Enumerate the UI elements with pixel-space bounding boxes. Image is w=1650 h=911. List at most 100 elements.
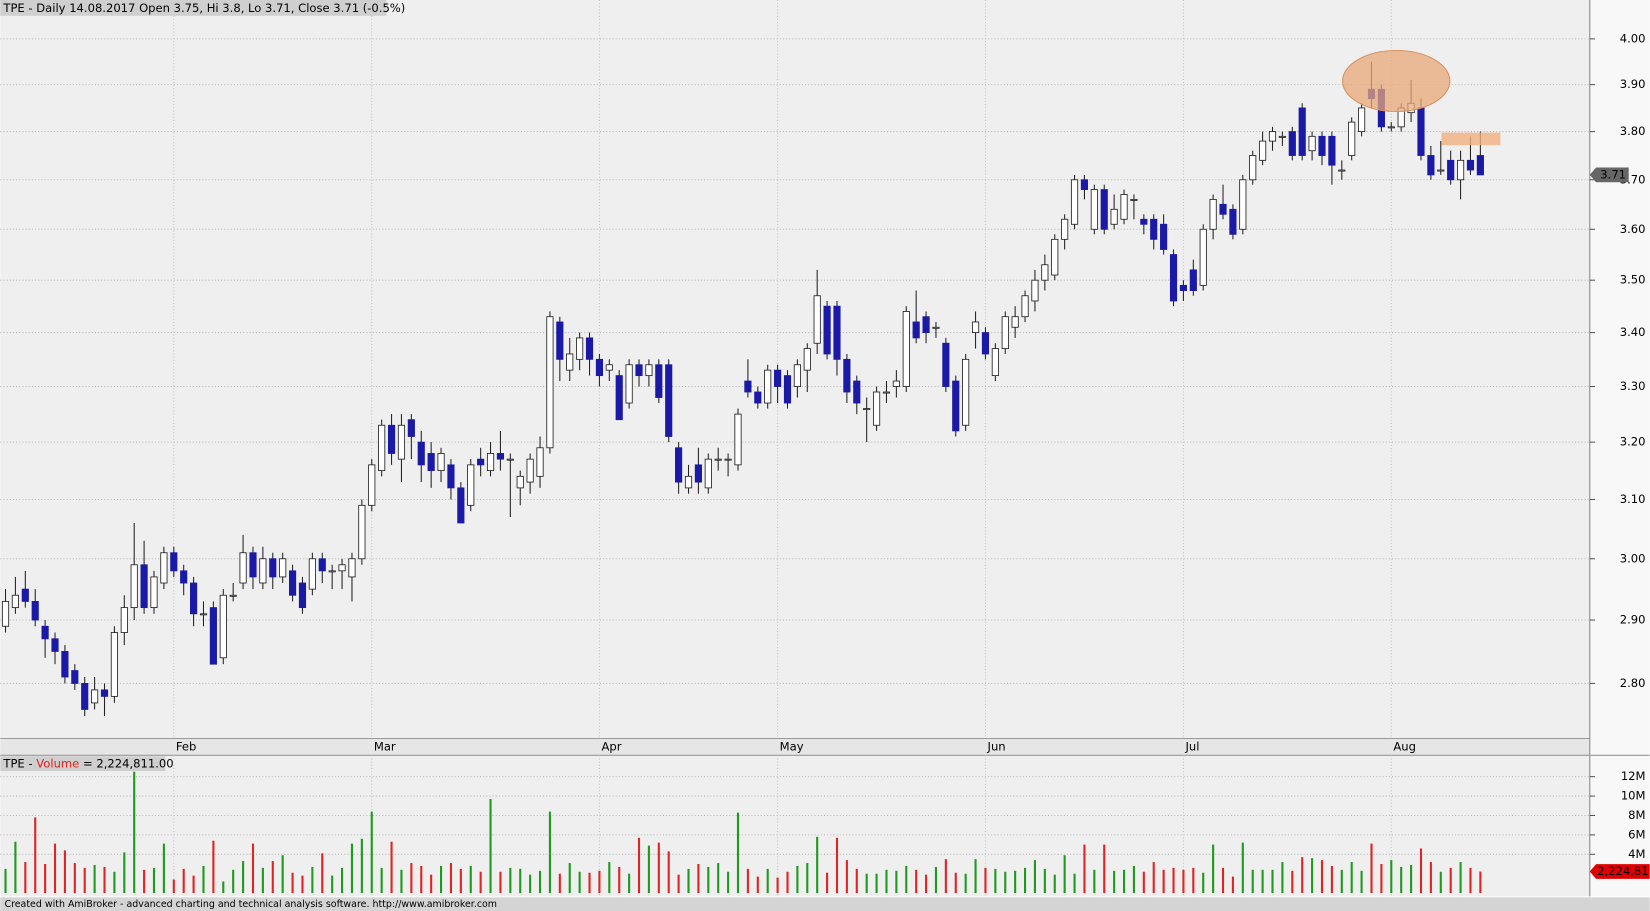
candle-body — [100, 689, 109, 697]
candle-body — [1358, 107, 1366, 132]
candle-body — [328, 570, 336, 573]
y-tick-label: 4.00 — [1620, 31, 1646, 45]
candle-body — [872, 391, 881, 426]
last-price-tag — [1589, 167, 1629, 183]
candle-body — [199, 613, 208, 616]
candle-body — [1100, 189, 1108, 230]
candle-body — [1021, 295, 1029, 318]
candle-body — [269, 558, 277, 578]
candle-body — [1120, 194, 1128, 220]
candle-body — [41, 625, 49, 640]
candle-body — [209, 607, 217, 665]
candle-body — [1090, 189, 1098, 230]
candle-body — [754, 391, 762, 404]
y-tick-label: 3.50 — [1620, 273, 1646, 287]
candle-body — [665, 364, 673, 437]
candle-body — [1298, 107, 1306, 156]
x-tick-label: Aug — [1393, 739, 1416, 753]
candle-body — [1130, 198, 1138, 201]
candle-body — [724, 458, 732, 461]
candle-body — [764, 369, 772, 404]
candle-body — [556, 321, 564, 360]
x-tick-label: Jul — [1185, 739, 1200, 753]
candle-body — [981, 332, 990, 355]
x-tick-label: Jun — [987, 739, 1006, 753]
candle-body — [1219, 203, 1227, 215]
candle-body — [774, 369, 782, 387]
volume-panel — [0, 755, 1590, 897]
y-tick-label: 10M — [1621, 789, 1646, 803]
candle-body — [1348, 121, 1356, 156]
candle-body — [427, 453, 435, 472]
candle-body — [971, 321, 980, 333]
volume-title: TPE - Volume = 2,224,811.00 — [2, 756, 173, 770]
candle-body — [170, 552, 178, 572]
candle-body — [1209, 198, 1217, 230]
candle-body — [615, 375, 623, 421]
candle-body — [1249, 155, 1257, 181]
candle-body — [962, 358, 970, 426]
candle-body — [31, 601, 39, 621]
candle-body — [1338, 169, 1346, 172]
candle-body — [853, 380, 861, 404]
symbol: TPE - — [2, 756, 32, 770]
candle-body — [407, 419, 415, 437]
candle-body — [1239, 179, 1247, 230]
candle-body — [120, 607, 128, 633]
candle-body — [1259, 140, 1267, 161]
candle-body — [833, 305, 841, 360]
y-tick-label: 3.20 — [1620, 435, 1646, 449]
x-tick-label: Apr — [602, 739, 622, 753]
y-tick-label: 3.90 — [1620, 77, 1646, 91]
candle-body — [1189, 269, 1197, 291]
candle-body — [1387, 126, 1395, 129]
chart-title: TPE - Daily 14.08.2017 Open 3.75, Hi 3.8… — [2, 1, 405, 15]
candle-body — [1318, 135, 1326, 156]
candle-body — [922, 316, 930, 333]
candle-body — [249, 552, 257, 578]
y-tick-label: 3.80 — [1620, 124, 1646, 138]
candle-body — [1150, 218, 1158, 240]
candle-body — [180, 570, 188, 584]
candle-body — [882, 391, 891, 394]
candle-body — [1456, 159, 1465, 181]
last-price-label: 3.71 — [1600, 167, 1626, 181]
candle-body — [150, 576, 158, 609]
highlight-ellipse — [1342, 49, 1451, 113]
y-tick-label: 3.60 — [1620, 222, 1646, 236]
candle-body — [516, 475, 524, 489]
candle-body — [783, 375, 792, 404]
volume-title-bg — [0, 756, 166, 772]
candle-body — [1288, 131, 1296, 156]
candle-body — [1169, 254, 1178, 302]
y-tick-label: 3.30 — [1620, 379, 1646, 393]
y-tick-label: 4M — [1628, 847, 1645, 861]
candle-body — [21, 588, 29, 602]
y-tick-label: 8M — [1628, 808, 1645, 822]
candle-body — [348, 558, 356, 578]
candle-body — [229, 594, 237, 597]
candle-body — [51, 638, 59, 652]
y-tick-label: 2.80 — [1620, 676, 1646, 690]
y-tick-label: 6M — [1628, 827, 1645, 841]
candle-body — [813, 295, 821, 344]
candle-body — [437, 453, 445, 472]
candle-body — [952, 380, 960, 432]
candle-body — [635, 364, 643, 377]
candle-body — [1278, 135, 1286, 138]
x-tick-label: Feb — [176, 739, 196, 753]
candle-body — [744, 380, 752, 393]
candle-body — [1061, 218, 1069, 240]
candle-body — [1328, 135, 1336, 166]
candle-body — [190, 582, 198, 615]
candle-body — [991, 348, 999, 377]
highlight-box — [1441, 132, 1501, 146]
candle-body — [378, 424, 386, 472]
y-tick-label: 3.00 — [1620, 551, 1646, 565]
candle-body — [803, 348, 811, 371]
y-tick-label: 2.90 — [1620, 613, 1646, 627]
candle-body — [259, 558, 267, 584]
x-tick-label: May — [780, 739, 804, 753]
